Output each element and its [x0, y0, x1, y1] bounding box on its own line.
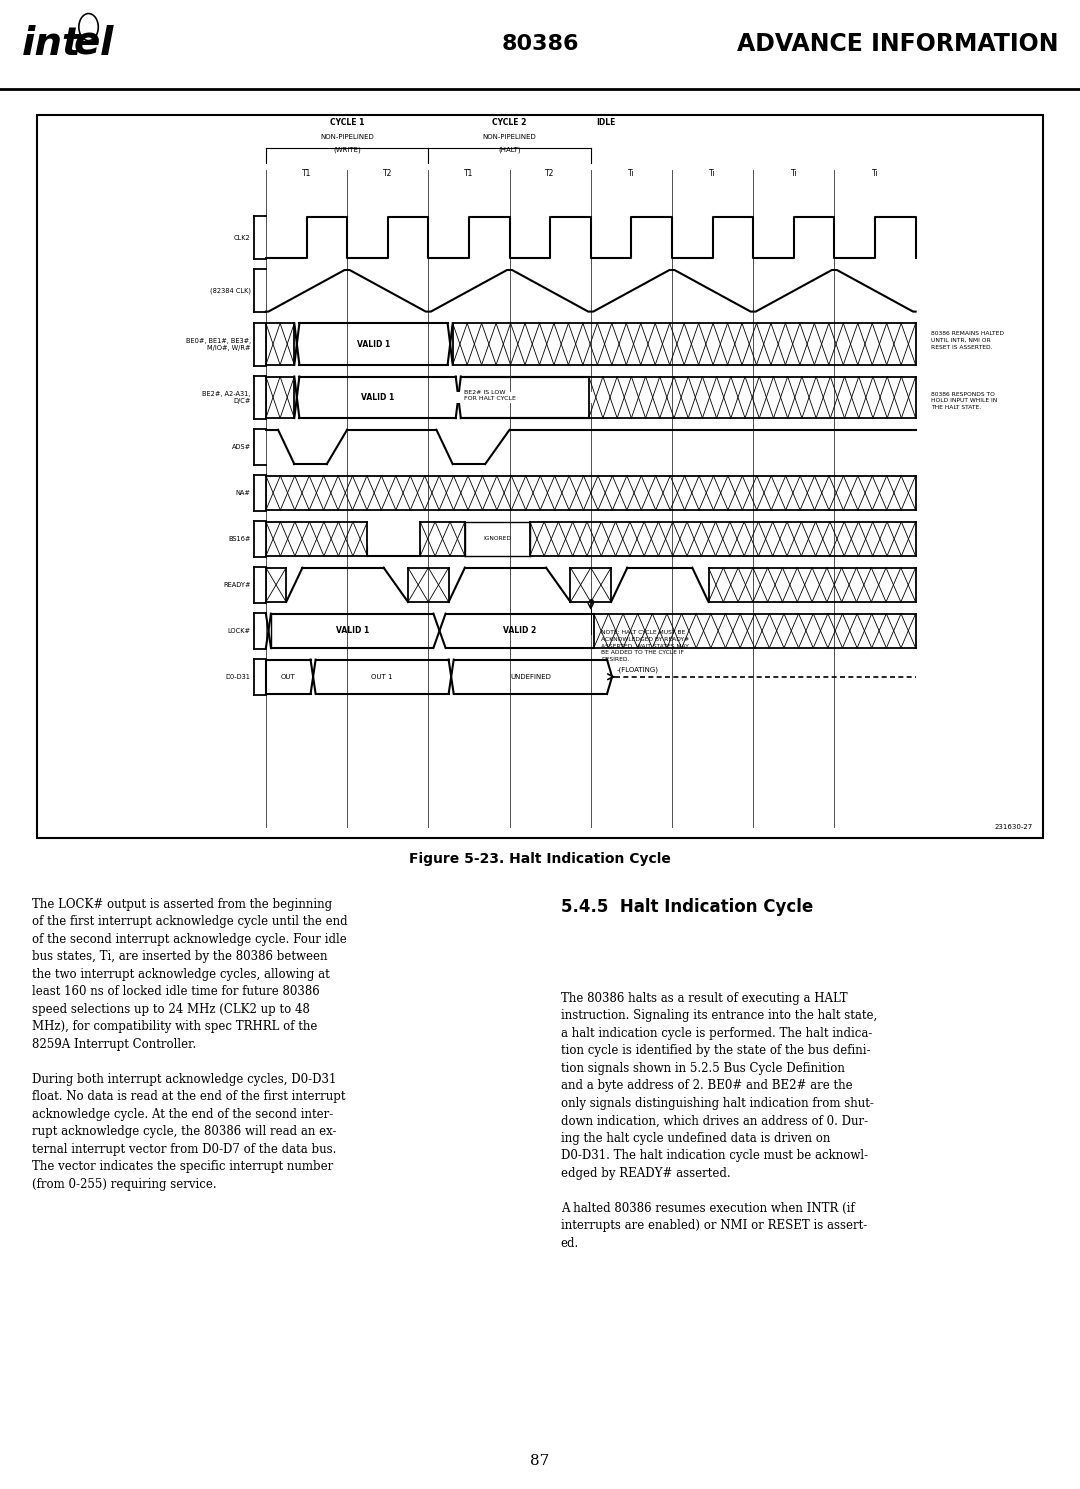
Text: (HALT): (HALT) — [498, 146, 521, 153]
Text: BE2#, A2-A31,
D/C#: BE2#, A2-A31, D/C# — [202, 390, 251, 404]
Text: The LOCK# output is asserted from the beginning
of the first interrupt acknowled: The LOCK# output is asserted from the be… — [32, 898, 348, 1191]
Text: OUT 1: OUT 1 — [372, 673, 393, 680]
Text: VALID 1: VALID 1 — [356, 339, 390, 348]
Text: Ti: Ti — [791, 170, 797, 179]
Text: 231630-27: 231630-27 — [994, 825, 1032, 831]
Text: VALID 1: VALID 1 — [361, 393, 394, 402]
Text: LOCK#: LOCK# — [228, 628, 251, 634]
Text: ADS#: ADS# — [231, 444, 251, 450]
Text: BE0#, BE1#, BE3#,
M/IO#, W/R#: BE0#, BE1#, BE3#, M/IO#, W/R# — [186, 338, 251, 350]
Text: CLK2: CLK2 — [234, 235, 251, 241]
Text: D0-D31: D0-D31 — [226, 673, 251, 680]
Text: 80386 RESPONDS TO
HOLD INPUT WHILE IN
THE HALT STATE.: 80386 RESPONDS TO HOLD INPUT WHILE IN TH… — [931, 392, 997, 409]
Text: NON-PIPELINED: NON-PIPELINED — [321, 134, 374, 140]
Text: (WRITE): (WRITE) — [334, 146, 361, 153]
Text: NA#: NA# — [235, 490, 251, 496]
Text: IDLE: IDLE — [596, 118, 616, 127]
Text: VALID 1: VALID 1 — [336, 627, 368, 636]
Text: e: e — [73, 24, 99, 63]
Text: 80386 REMAINS HALTED
UNTIL INTR, NMI OR
RESET IS ASSERTED.: 80386 REMAINS HALTED UNTIL INTR, NMI OR … — [931, 332, 1003, 350]
Text: Figure 5-23. Halt Indication Cycle: Figure 5-23. Halt Indication Cycle — [409, 852, 671, 867]
Text: -(FLOATING): -(FLOATING) — [617, 667, 659, 673]
Text: T1: T1 — [301, 170, 311, 179]
Text: Ti: Ti — [872, 170, 878, 179]
Text: BE2# IS LOW
FOR HALT CYCLE: BE2# IS LOW FOR HALT CYCLE — [464, 390, 516, 401]
Text: (82384 CLK): (82384 CLK) — [210, 287, 251, 293]
Text: int: int — [22, 24, 81, 63]
Text: T2: T2 — [545, 170, 555, 179]
Text: CYCLE 1: CYCLE 1 — [329, 118, 364, 127]
Text: NON-PIPELINED: NON-PIPELINED — [483, 134, 537, 140]
Text: READY#: READY# — [224, 582, 251, 588]
Text: UNDEFINED: UNDEFINED — [510, 673, 551, 680]
Text: ADVANCE INFORMATION: ADVANCE INFORMATION — [737, 31, 1058, 55]
Text: BS16#: BS16# — [228, 536, 251, 542]
Text: IGNORED: IGNORED — [484, 536, 511, 542]
Text: The 80386 halts as a result of executing a HALT
instruction. Signaling its entra: The 80386 halts as a result of executing… — [561, 992, 877, 1249]
Text: 80386: 80386 — [501, 34, 579, 54]
Text: CYCLE 2: CYCLE 2 — [492, 118, 527, 127]
Text: Ti: Ti — [629, 170, 635, 179]
Text: T1: T1 — [464, 170, 474, 179]
Text: 5.4.5  Halt Indication Cycle: 5.4.5 Halt Indication Cycle — [561, 898, 813, 916]
Text: 87: 87 — [530, 1455, 550, 1468]
Text: OUT: OUT — [281, 673, 296, 680]
Text: l: l — [99, 24, 112, 63]
Text: VALID 2: VALID 2 — [503, 627, 537, 636]
Text: T2: T2 — [383, 170, 392, 179]
Text: NOTE: HALT CYCLE MUST BE
ACKNOWLEDGED BY READY#
ASSERTED. WAIT STATES MAY
BE ADD: NOTE: HALT CYCLE MUST BE ACKNOWLEDGED BY… — [600, 630, 689, 661]
Text: Ti: Ti — [710, 170, 716, 179]
